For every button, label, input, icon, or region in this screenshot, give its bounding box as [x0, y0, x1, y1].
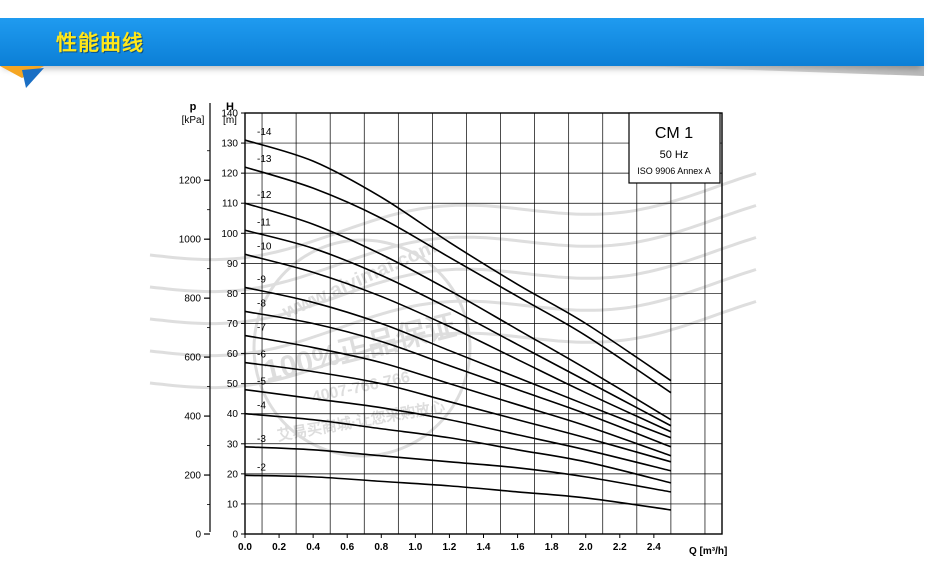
- y-tick-label: 40: [227, 409, 239, 420]
- performance-curve-chart: www.aiyimai.com 100%正品保证 4007-766-766 艾易…: [149, 101, 757, 557]
- x-tick-label: 2.2: [613, 542, 627, 553]
- series-line-stage-13: [244, 166, 672, 394]
- y2-axis: 0 200 400 600 800 1000 1200: [179, 103, 211, 541]
- series-label: -7: [257, 323, 266, 334]
- y2-tick-label: 400: [184, 412, 201, 423]
- series-labels: -14 -13 -12 -11 -10 -9 -8 -7 -6 -5 -4 -3 -2: [257, 127, 272, 473]
- x-tick-label: 1.4: [477, 542, 491, 553]
- series-label: -5: [257, 377, 266, 388]
- y-axis-label: H: [226, 101, 234, 113]
- watermark-wave: [149, 172, 757, 262]
- watermark-wave: [149, 236, 757, 326]
- y2-tick-label: 1200: [179, 176, 202, 187]
- header-shadow: [600, 66, 924, 76]
- series-label: -3: [257, 434, 266, 445]
- x-tick-label: 0.4: [306, 542, 320, 553]
- series-line-stage-4: [244, 412, 672, 484]
- y-tick-label: 130: [221, 139, 238, 150]
- watermark-wave: [149, 268, 757, 358]
- series-line-stage-2: [244, 474, 672, 511]
- series-label: -14: [257, 127, 272, 138]
- x-tick-label: 0.0: [238, 542, 252, 553]
- x-tick-label: 1.2: [442, 542, 456, 553]
- header-tab-icon: [0, 66, 44, 88]
- watermark-wave: [149, 204, 757, 294]
- section-title: 性能曲线: [56, 31, 144, 55]
- grid: [245, 113, 722, 534]
- y2-tick-label: 600: [184, 353, 201, 364]
- x-tick-label: 2.4: [647, 542, 661, 553]
- series-label: -4: [257, 401, 266, 412]
- chart-title: CM 1: [655, 125, 693, 142]
- x-tick-label: 1.8: [545, 542, 559, 553]
- y-tick-label: 50: [227, 379, 239, 390]
- y-tick-label: 140: [221, 109, 238, 120]
- series-line-stage-11: [244, 229, 672, 427]
- series-line-stage-5: [244, 388, 672, 472]
- x-tick-label: 2.0: [579, 542, 593, 553]
- y-tick-label: 100: [221, 229, 238, 240]
- y-tick-label: 0: [232, 530, 238, 541]
- y-tick-label: 120: [221, 169, 238, 180]
- series-label: -9: [257, 274, 266, 285]
- chart-legend-box: CM 1 50 Hz ISO 9906 Annex A: [628, 112, 721, 184]
- series-line-stage-3: [244, 445, 672, 493]
- y-axis-unit: [m]: [223, 115, 237, 126]
- series-line-stage-10: [244, 253, 672, 433]
- y-tick-label: 30: [227, 439, 239, 450]
- chart-note: ISO 9906 Annex A: [637, 166, 711, 176]
- y2-axis-unit: [kPa]: [182, 115, 205, 126]
- y2-axis-label: p: [190, 101, 197, 113]
- y-tick-label: 110: [222, 199, 238, 210]
- series-line-stage-12: [244, 202, 672, 421]
- x-tick-label: 1.6: [511, 542, 525, 553]
- x-tick-label: 0.6: [340, 542, 354, 553]
- x-tick-label: 1.0: [408, 542, 422, 553]
- y2-tick-label: 1000: [179, 235, 202, 246]
- series-line-stage-9: [244, 286, 672, 439]
- series-line-stage-14: [244, 139, 672, 382]
- y-tick-label: 80: [227, 289, 239, 300]
- series-label: -12: [257, 190, 272, 201]
- y-tick-label: 60: [227, 349, 239, 360]
- series-label: -10: [257, 241, 272, 252]
- series-line-stage-7: [244, 334, 672, 457]
- series-label: -13: [257, 154, 272, 165]
- y-tick-label: 10: [227, 499, 239, 510]
- y-tick-label: 90: [227, 259, 239, 270]
- series-line-stage-8: [244, 310, 672, 448]
- series-label: -2: [257, 462, 266, 473]
- series-lines: [244, 139, 672, 511]
- y-tick-label: 20: [227, 469, 239, 480]
- y-tick-label: 70: [227, 319, 239, 330]
- series-label: -6: [257, 350, 266, 361]
- watermark-wave: [149, 300, 757, 390]
- x-axis-label: Q [m³/h]: [689, 546, 727, 557]
- y2-tick-label: 0: [195, 530, 201, 541]
- series-line-stage-6: [244, 361, 672, 463]
- x-axis: 0.0 0.2 0.4 0.6 0.8 1.0 1.2 1.4 1.6 1.8 2.0 2.2 2.4: [238, 534, 661, 553]
- y-axis: 0 10 20 30 40 50 60 70 80 90 100 110 120 130 140: [221, 109, 245, 541]
- y2-tick-label: 800: [184, 294, 201, 305]
- series-label: -8: [257, 298, 266, 309]
- chart-subtitle: 50 Hz: [660, 149, 689, 161]
- watermark-waves: [149, 172, 757, 390]
- y2-tick-label: 200: [184, 471, 201, 482]
- watermark-seal: [252, 238, 472, 458]
- section-header-bar: 性能曲线: [0, 18, 924, 66]
- x-tick-label: 0.8: [374, 542, 388, 553]
- series-label: -11: [257, 217, 271, 228]
- x-tick-label: 0.2: [272, 542, 286, 553]
